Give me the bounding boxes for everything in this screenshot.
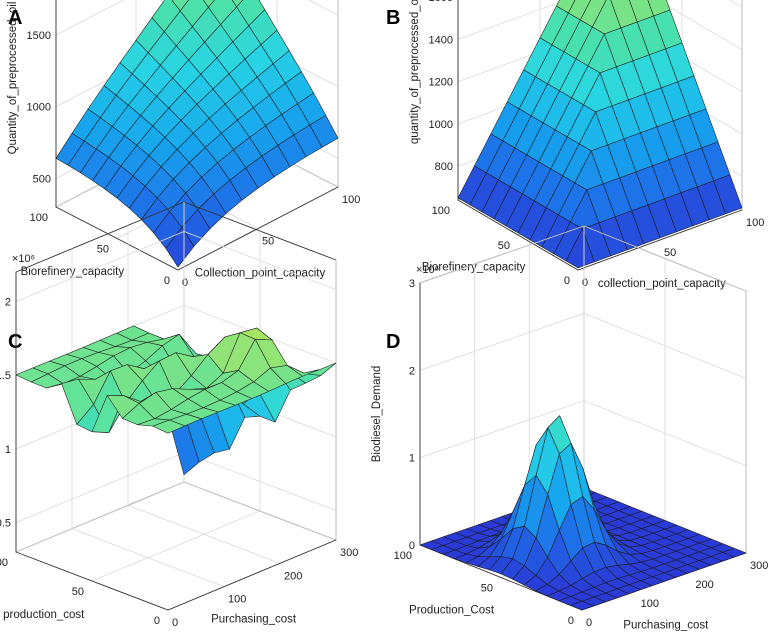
axis-labels: 80010001200140016001800050100050100Biore… — [409, 0, 764, 290]
panel-a: A 50010001500050100050100Biorefinery_cap… — [7, 0, 360, 289]
x-tick-label: 50 — [498, 240, 510, 252]
z-gridline — [419, 312, 747, 379]
z-gridline — [55, 0, 339, 36]
y-tick-label: 200 — [695, 579, 713, 591]
z-tick-label: 1000 — [27, 102, 51, 114]
axis-labels: 01230501000100200300Production_CostPurch… — [371, 264, 768, 631]
y-tick-label: 100 — [641, 598, 659, 610]
surface-facet — [565, 228, 595, 269]
z-tick-label: 500 — [33, 173, 51, 185]
z-tick-label: 1 — [409, 453, 415, 465]
x-tick-label: 50 — [481, 583, 493, 595]
z-tick-label: 0 — [409, 540, 415, 552]
panel-letter-b: B — [386, 7, 400, 29]
x-gridline-floor — [15, 481, 185, 553]
z-tick-label: 1000 — [429, 119, 453, 131]
y-tick-label: 100 — [342, 194, 360, 206]
panel-d: D 01230501000100200300Production_CostPur… — [371, 225, 768, 631]
y-tick-label: 100 — [746, 217, 764, 229]
x-tick-label: 100 — [432, 205, 450, 217]
z-gridline — [419, 400, 747, 467]
surface-facet — [570, 601, 594, 611]
surface — [15, 325, 337, 476]
z-axis-title: Biodiesel_Demand — [371, 366, 383, 463]
surface-facet — [152, 419, 186, 434]
z-exponent-label: ×10⁶ — [12, 253, 35, 265]
panel-letter-c: C — [8, 331, 22, 353]
panel-letter-d: D — [386, 331, 400, 353]
z-tick-label: 0.5 — [0, 518, 11, 530]
y-axis-title: collection_point_capacity — [598, 278, 726, 290]
y-tick-label: 50 — [664, 247, 676, 259]
back-walls — [15, 201, 337, 611]
y-axis-title: Purchasing_cost — [623, 619, 709, 631]
y-tick-label: 0 — [586, 617, 592, 629]
z-tick-label: 3 — [409, 278, 415, 290]
surface — [419, 415, 747, 611]
surface — [457, 0, 743, 269]
floor-edges — [55, 186, 339, 271]
x-gridline-floor — [91, 510, 261, 582]
z-tick-label: 1 — [5, 444, 11, 456]
x-tick-label: 100 — [394, 550, 412, 562]
z-axis-title: Quantity_of_preprocessed_oil — [7, 2, 19, 155]
surface — [55, 0, 339, 268]
y-tick-label: 300 — [750, 560, 768, 572]
surface-facet — [165, 227, 195, 268]
x-tick-label: 0 — [568, 615, 574, 627]
z-gridline — [457, 0, 743, 50]
y-tick-label: 0 — [182, 277, 188, 289]
z-gridline — [15, 452, 337, 523]
x-tick-label: 50 — [72, 586, 84, 598]
z-axis-title: quantity_of_preprocessed_oil — [409, 0, 421, 144]
y-tick-label: 0 — [172, 617, 178, 629]
x-tick-label: 0 — [154, 615, 160, 627]
y-tick-label: 0 — [582, 277, 588, 289]
x-tick-label: 50 — [97, 244, 109, 256]
x-axis-title: Production_Cost — [409, 605, 495, 617]
x-tick-label: 100 — [0, 557, 8, 569]
floor-edges — [457, 199, 743, 271]
x-axis-title: Biorefinery_capacity — [422, 262, 526, 274]
z-tick-label: 1500 — [27, 30, 51, 42]
panel-b: B 80010001200140016001800050100050100Bio… — [386, 0, 764, 290]
z-tick-label: 1.5 — [0, 370, 11, 382]
y-tick-label: 200 — [284, 570, 302, 582]
axis-labels: 0.5 1 1.5 2 0 50 100 0 100 200 300 production_cost P… — [0, 253, 358, 629]
floor-edges — [15, 539, 337, 611]
panel-letter-a: A — [8, 7, 22, 29]
z-tick-label: 800 — [435, 161, 453, 173]
x-tick-label: 0 — [564, 275, 570, 287]
x-tick-label: 0 — [164, 275, 170, 287]
x-axis-title: Biorefinery_capacity — [21, 266, 125, 278]
z-exponent-label: ×10⁶ — [416, 264, 439, 276]
z-tick-label: 1200 — [429, 77, 453, 89]
y-axis-title: Purchasing_cost — [211, 614, 297, 626]
y-tick-label: 50 — [262, 236, 274, 248]
z-tick-label: 1400 — [429, 34, 453, 46]
surface-facet — [231, 0, 244, 8]
y-tick-label: 300 — [340, 547, 358, 559]
z-tick-label: 2 — [5, 296, 11, 308]
x-axis-title: production_cost — [3, 609, 85, 621]
surface-facet — [202, 0, 215, 8]
z-tick-label: 1600 — [429, 0, 453, 4]
panel-c: C 0.5 1 1.5 2 0 50 100 0 100 200 300 production_cos… — [0, 201, 358, 629]
x-tick-label: 100 — [30, 212, 48, 224]
z-tick-label: 2 — [409, 365, 415, 377]
y-tick-label: 100 — [228, 594, 246, 606]
